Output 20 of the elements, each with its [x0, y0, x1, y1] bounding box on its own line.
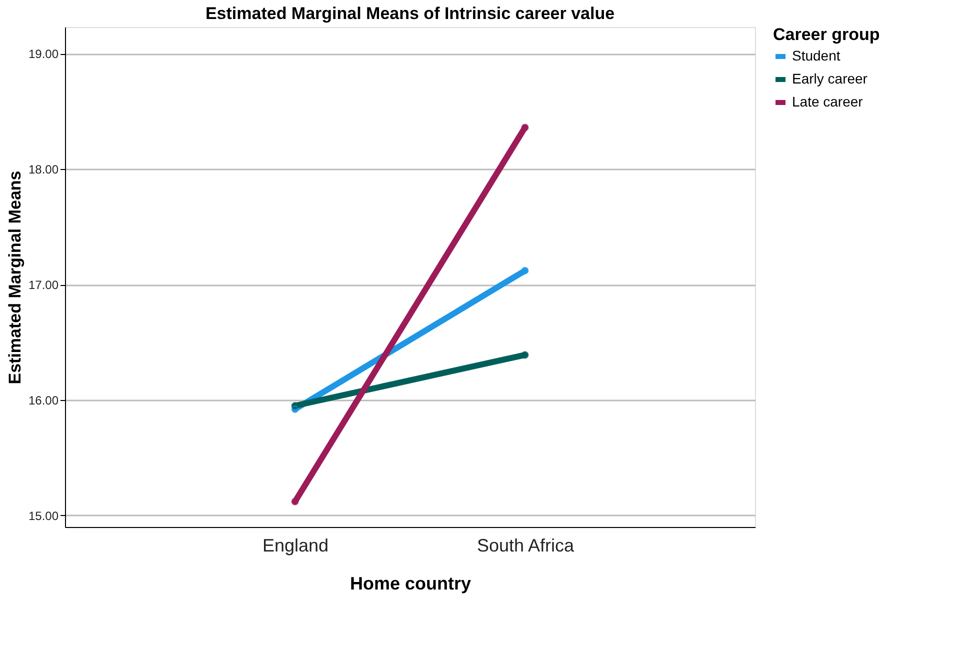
legend-label: Late career: [792, 94, 864, 110]
point: [521, 351, 529, 359]
legend-label: Early career: [792, 70, 868, 86]
chart-title: Estimated Marginal Means of Intrinsic career value: [205, 4, 615, 23]
y-tick-label: 15.00: [28, 508, 59, 523]
point: [521, 266, 529, 274]
x-tick-label: England: [262, 536, 329, 556]
legend-title: Career group: [773, 25, 880, 44]
x-axis-title: Home country: [350, 574, 472, 594]
point: [291, 498, 299, 506]
y-axis-title: Estimated Marginal Means: [5, 170, 24, 384]
x-tick-label: South Africa: [476, 536, 576, 556]
y-tick-label: 17.00: [28, 278, 59, 292]
point: [291, 405, 299, 413]
y-tick-label: 16.00: [28, 393, 59, 408]
legend-label: Student: [792, 48, 840, 64]
point: [521, 124, 529, 132]
y-tick-label: 19.00: [28, 47, 59, 62]
point: [291, 402, 299, 410]
y-tick-label: 18.00: [28, 162, 59, 177]
